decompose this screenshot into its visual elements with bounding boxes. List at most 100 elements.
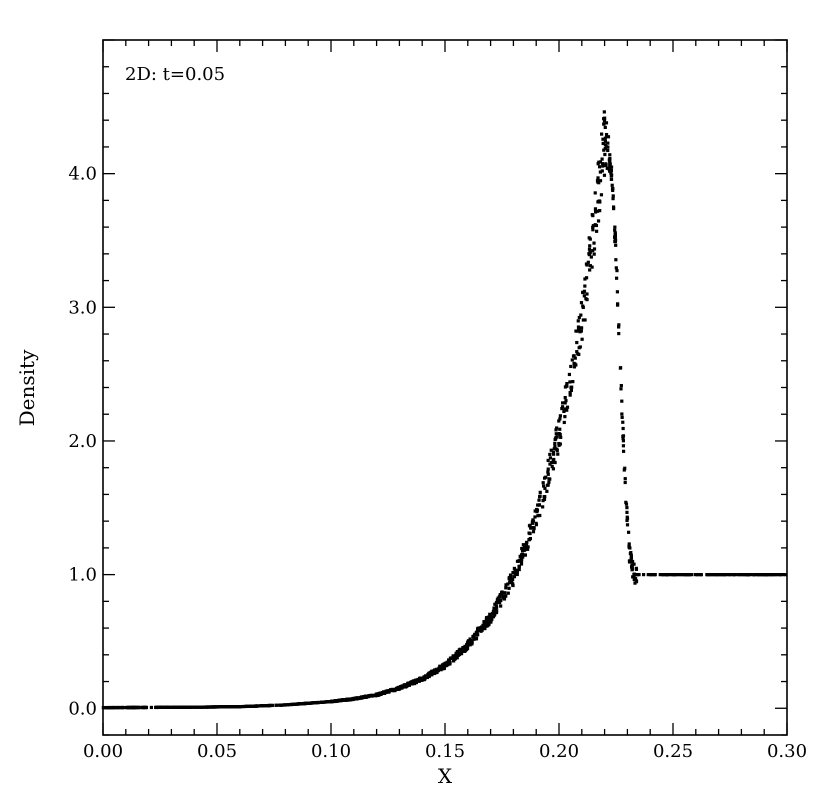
data-point bbox=[560, 406, 564, 411]
data-point bbox=[627, 544, 631, 548]
data-point bbox=[627, 530, 631, 534]
data-point bbox=[495, 598, 500, 602]
data-point bbox=[302, 701, 306, 706]
data-point bbox=[468, 639, 473, 643]
data-point bbox=[578, 345, 582, 349]
data-point bbox=[576, 327, 581, 332]
data-point bbox=[294, 702, 298, 706]
data-point bbox=[617, 331, 621, 336]
data-point bbox=[426, 673, 430, 677]
data-point bbox=[359, 696, 363, 700]
data-point bbox=[157, 705, 161, 710]
data-point bbox=[495, 609, 499, 613]
data-point bbox=[585, 263, 589, 267]
data-point bbox=[463, 644, 467, 648]
data-point bbox=[123, 705, 127, 710]
data-point bbox=[610, 183, 614, 187]
data-point bbox=[519, 562, 524, 566]
data-point bbox=[512, 566, 516, 571]
data-point bbox=[555, 447, 559, 451]
data-point bbox=[573, 356, 577, 360]
data-point bbox=[179, 705, 183, 709]
data-point bbox=[568, 393, 572, 397]
data-point bbox=[598, 170, 602, 174]
x-tick-label: 0.05 bbox=[197, 741, 237, 762]
data-point bbox=[525, 540, 529, 544]
data-point bbox=[608, 161, 612, 165]
data-point bbox=[549, 448, 553, 452]
data-point bbox=[629, 559, 633, 563]
data-point bbox=[616, 302, 620, 306]
data-point bbox=[490, 611, 495, 616]
data-point bbox=[538, 490, 542, 494]
data-point bbox=[491, 609, 496, 613]
data-point bbox=[553, 437, 557, 442]
data-point bbox=[465, 644, 470, 648]
data-point bbox=[625, 515, 629, 519]
data-point bbox=[585, 292, 589, 296]
data-point bbox=[452, 659, 456, 663]
data-point bbox=[476, 633, 480, 637]
data-point bbox=[533, 515, 537, 519]
data-point bbox=[563, 415, 567, 419]
data-point bbox=[577, 352, 581, 357]
data-point bbox=[581, 305, 585, 310]
tick-labels: 0.00 0.05 0.10 0.15 0.20 0.25 0.30 0.0 1.0 2.0 3.0… bbox=[68, 164, 807, 762]
data-point bbox=[488, 613, 492, 618]
data-point bbox=[422, 677, 426, 681]
data-point bbox=[602, 119, 607, 123]
data-point bbox=[514, 568, 519, 572]
data-point bbox=[752, 573, 756, 577]
data-point bbox=[439, 668, 443, 672]
data-point bbox=[623, 480, 627, 485]
data-point bbox=[489, 620, 493, 624]
data-point bbox=[480, 628, 484, 632]
data-point bbox=[478, 628, 483, 633]
data-point bbox=[338, 698, 342, 702]
data-point bbox=[614, 243, 618, 247]
data-point bbox=[461, 646, 465, 650]
data-point bbox=[520, 546, 525, 551]
data-point bbox=[159, 705, 163, 709]
data-point bbox=[632, 575, 636, 579]
data-point bbox=[571, 379, 575, 384]
data-point bbox=[210, 705, 215, 709]
data-point bbox=[545, 489, 549, 493]
data-point bbox=[623, 466, 627, 470]
data-point bbox=[402, 684, 406, 689]
data-point bbox=[443, 661, 447, 665]
data-point bbox=[576, 319, 580, 323]
data-point bbox=[578, 330, 582, 334]
data-point bbox=[506, 582, 510, 586]
data-point bbox=[259, 704, 264, 708]
data-point bbox=[575, 340, 579, 345]
data-point bbox=[475, 630, 479, 634]
data-point bbox=[510, 579, 514, 584]
data-point bbox=[622, 468, 626, 472]
data-point bbox=[597, 160, 601, 164]
data-point bbox=[716, 573, 720, 577]
data-points bbox=[101, 110, 788, 710]
data-point bbox=[507, 586, 511, 590]
data-point bbox=[503, 594, 507, 598]
data-point bbox=[612, 206, 616, 211]
data-point bbox=[605, 166, 609, 170]
data-point bbox=[595, 229, 599, 233]
data-point bbox=[465, 647, 469, 651]
data-point bbox=[602, 122, 606, 126]
data-point bbox=[569, 388, 573, 392]
data-point bbox=[233, 705, 237, 709]
data-point bbox=[536, 503, 540, 507]
data-point bbox=[593, 207, 598, 211]
data-point bbox=[734, 573, 738, 577]
data-point bbox=[512, 575, 517, 579]
data-point bbox=[613, 239, 617, 244]
data-point bbox=[590, 213, 594, 217]
data-point bbox=[515, 570, 519, 574]
data-point bbox=[615, 290, 620, 294]
data-point bbox=[597, 199, 602, 203]
data-point bbox=[497, 599, 502, 603]
data-point bbox=[506, 591, 510, 595]
data-point bbox=[619, 383, 623, 388]
data-point bbox=[611, 197, 615, 201]
